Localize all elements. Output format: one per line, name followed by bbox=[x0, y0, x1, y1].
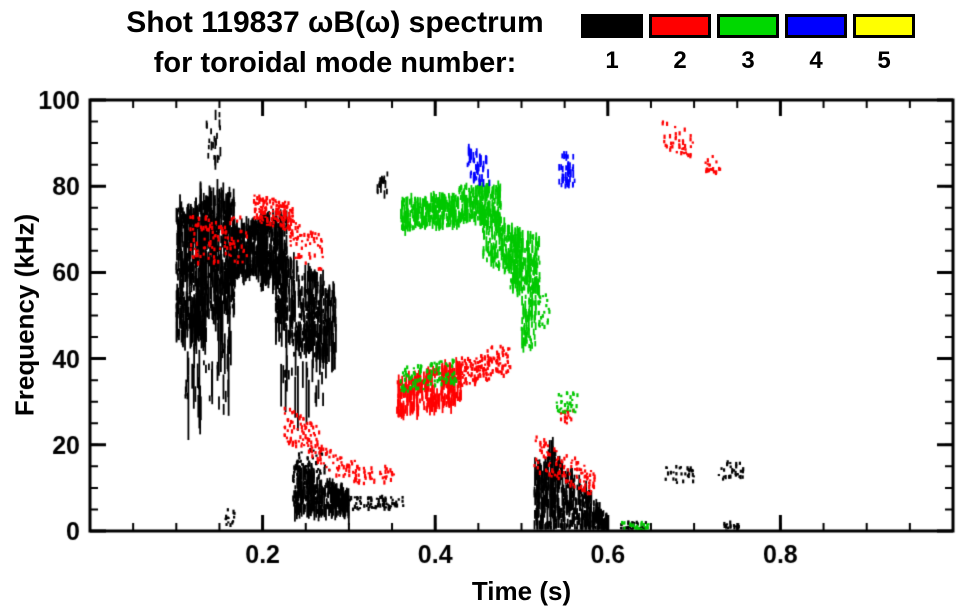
legend-mode-number: 1 bbox=[605, 47, 619, 74]
legend-item-mode-3: 3 bbox=[717, 14, 779, 75]
y-axis-label: Frequency (kHz) bbox=[9, 213, 40, 417]
legend-color-swatch bbox=[717, 14, 779, 38]
chart-title: Shot 119837 ωB(ω) spectrum bbox=[126, 6, 544, 39]
legend-item-mode-5: 5 bbox=[853, 14, 915, 75]
legend-item-mode-1: 1 bbox=[581, 14, 643, 75]
legend-color-swatch bbox=[649, 14, 711, 38]
mode-number-legend: 1 2 3 4 5 bbox=[581, 14, 915, 75]
legend-color-swatch bbox=[785, 14, 847, 38]
legend-mode-number: 3 bbox=[741, 47, 755, 74]
legend-item-mode-4: 4 bbox=[785, 14, 847, 75]
x-axis-label: Time (s) bbox=[471, 576, 572, 606]
legend-color-swatch bbox=[853, 14, 915, 38]
chart-header: Shot 119837 ωB(ω) spectrum for toroidal … bbox=[95, 6, 575, 80]
chart-subtitle: for toroidal mode number: bbox=[153, 47, 517, 79]
legend-mode-number: 2 bbox=[673, 47, 687, 74]
legend-item-mode-2: 2 bbox=[649, 14, 711, 75]
legend-color-swatch bbox=[581, 14, 643, 38]
legend-mode-number: 4 bbox=[809, 47, 823, 74]
legend-mode-number: 5 bbox=[877, 47, 891, 74]
